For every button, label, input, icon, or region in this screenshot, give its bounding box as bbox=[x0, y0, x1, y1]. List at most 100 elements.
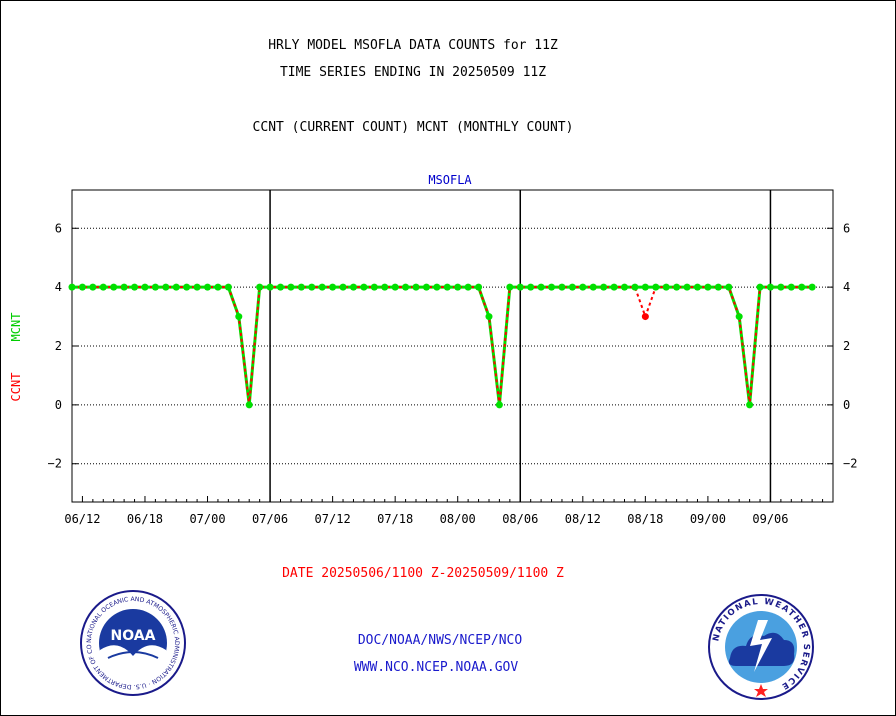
data-point-mcnt bbox=[516, 283, 524, 291]
data-point-mcnt bbox=[68, 283, 76, 291]
noaa-logo-text: NOAA bbox=[111, 628, 156, 644]
data-point-mcnt bbox=[641, 283, 649, 291]
data-point-mcnt bbox=[735, 313, 743, 321]
plot-title: MSOFLA bbox=[428, 173, 472, 187]
data-point-mcnt bbox=[579, 283, 587, 291]
data-point-mcnt bbox=[589, 283, 597, 291]
data-point-mcnt bbox=[266, 283, 274, 291]
x-tick-label: 09/00 bbox=[690, 512, 726, 526]
series-points bbox=[68, 283, 816, 409]
data-point-mcnt bbox=[172, 283, 180, 291]
y-tick-label-right: 4 bbox=[843, 280, 850, 294]
data-point-mcnt bbox=[297, 283, 305, 291]
x-tick-label: 06/12 bbox=[64, 512, 100, 526]
data-point-mcnt bbox=[89, 283, 97, 291]
x-tick-label: 07/06 bbox=[252, 512, 288, 526]
data-point-mcnt bbox=[402, 283, 410, 291]
data-point-mcnt bbox=[777, 283, 785, 291]
data-point-mcnt bbox=[454, 283, 462, 291]
x-tick-label: 07/18 bbox=[377, 512, 413, 526]
nws-logo: NATIONAL WEATHER SERVICE bbox=[708, 594, 814, 700]
chart-title-line1: HRLY MODEL MSOFLA DATA COUNTS for 11Z bbox=[268, 38, 558, 53]
data-point-mcnt bbox=[360, 283, 368, 291]
data-point-mcnt bbox=[339, 283, 347, 291]
data-point-mcnt bbox=[662, 283, 670, 291]
data-point-mcnt bbox=[214, 283, 222, 291]
data-point-mcnt bbox=[464, 283, 472, 291]
data-point-mcnt bbox=[798, 283, 806, 291]
data-point-mcnt bbox=[568, 283, 576, 291]
data-point-ccnt bbox=[641, 313, 649, 321]
data-point-mcnt bbox=[349, 283, 357, 291]
y-tick-label-left: 2 bbox=[55, 339, 62, 353]
y-tick-label-left: 0 bbox=[55, 398, 62, 412]
data-point-mcnt bbox=[422, 283, 430, 291]
y-axis-label-mcnt: MCNT bbox=[9, 313, 23, 342]
data-point-mcnt bbox=[120, 283, 128, 291]
data-point-mcnt bbox=[558, 283, 566, 291]
data-point-mcnt bbox=[162, 283, 170, 291]
data-point-mcnt bbox=[683, 283, 691, 291]
data-point-mcnt bbox=[204, 283, 212, 291]
data-point-mcnt bbox=[714, 283, 722, 291]
data-point-mcnt bbox=[381, 283, 389, 291]
chart-subtitle: CCNT (CURRENT COUNT) MCNT (MONTHLY COUNT… bbox=[252, 120, 574, 135]
x-axis-ticks: 06/12 06/18 07/00 07/06 07/12 07/18 08/00 08/06… bbox=[64, 496, 824, 526]
data-point-mcnt bbox=[99, 283, 107, 291]
y-tick-label-right: −2 bbox=[843, 457, 857, 471]
data-point-mcnt bbox=[329, 283, 337, 291]
data-point-mcnt bbox=[537, 283, 545, 291]
data-point-mcnt bbox=[725, 283, 733, 291]
x-tick-label: 08/18 bbox=[627, 512, 663, 526]
x-tick-label: 08/00 bbox=[440, 512, 476, 526]
data-point-mcnt bbox=[235, 313, 243, 321]
y-tick-label-left: −2 bbox=[48, 457, 62, 471]
x-tick-label: 08/12 bbox=[565, 512, 601, 526]
y-tick-label-left: 6 bbox=[55, 221, 62, 235]
data-point-mcnt bbox=[308, 283, 316, 291]
data-point-mcnt bbox=[131, 283, 139, 291]
data-point-mcnt bbox=[412, 283, 420, 291]
x-tick-label: 06/18 bbox=[127, 512, 163, 526]
data-point-mcnt bbox=[475, 283, 483, 291]
x-tick-label: 09/06 bbox=[752, 512, 788, 526]
chart-title-line2: TIME SERIES ENDING IN 20250509 11Z bbox=[279, 65, 547, 80]
x-tick-label: 07/12 bbox=[315, 512, 351, 526]
org-path: DOC/NOAA/NWS/NCEP/NCO bbox=[357, 633, 523, 648]
y-tick-label-right: 2 bbox=[843, 339, 850, 353]
star-icon bbox=[754, 684, 768, 697]
website-link[interactable]: WWW.NCO.NCEP.NOAA.GOV bbox=[353, 660, 519, 675]
y-axis-ticks: −2 −2 0 0 2 2 4 4 6 6 bbox=[48, 221, 858, 470]
data-point-mcnt bbox=[256, 283, 264, 291]
data-point-mcnt bbox=[391, 283, 399, 291]
x-tick-label: 07/00 bbox=[189, 512, 225, 526]
data-point-mcnt bbox=[276, 283, 284, 291]
data-point-mcnt bbox=[370, 283, 378, 291]
y-tick-label-left: 4 bbox=[55, 280, 62, 294]
data-point-mcnt bbox=[548, 283, 556, 291]
noaa-logo: NOAA NATIONAL OCEANIC AND ATMOSPHERIC AD… bbox=[78, 588, 186, 696]
data-point-mcnt bbox=[287, 283, 295, 291]
data-point-mcnt bbox=[506, 283, 514, 291]
data-point-mcnt bbox=[808, 283, 816, 291]
data-point-mcnt bbox=[151, 283, 159, 291]
data-point-mcnt bbox=[787, 283, 795, 291]
data-point-mcnt bbox=[766, 283, 774, 291]
series-line-ccnt bbox=[72, 286, 813, 405]
y-tick-label-right: 0 bbox=[843, 398, 850, 412]
data-point-mcnt bbox=[693, 283, 701, 291]
data-point-mcnt bbox=[318, 283, 326, 291]
data-point-mcnt bbox=[485, 313, 493, 321]
data-point-mcnt bbox=[193, 283, 201, 291]
data-point-mcnt bbox=[600, 283, 608, 291]
data-point-mcnt bbox=[443, 283, 451, 291]
day-boundary-lines bbox=[269, 190, 772, 502]
x-tick-label: 08/06 bbox=[502, 512, 538, 526]
data-point-mcnt bbox=[78, 283, 86, 291]
data-point-mcnt bbox=[756, 283, 764, 291]
data-point-mcnt bbox=[224, 283, 232, 291]
data-point-mcnt bbox=[245, 401, 253, 409]
data-point-mcnt bbox=[652, 283, 660, 291]
data-point-mcnt bbox=[621, 283, 629, 291]
